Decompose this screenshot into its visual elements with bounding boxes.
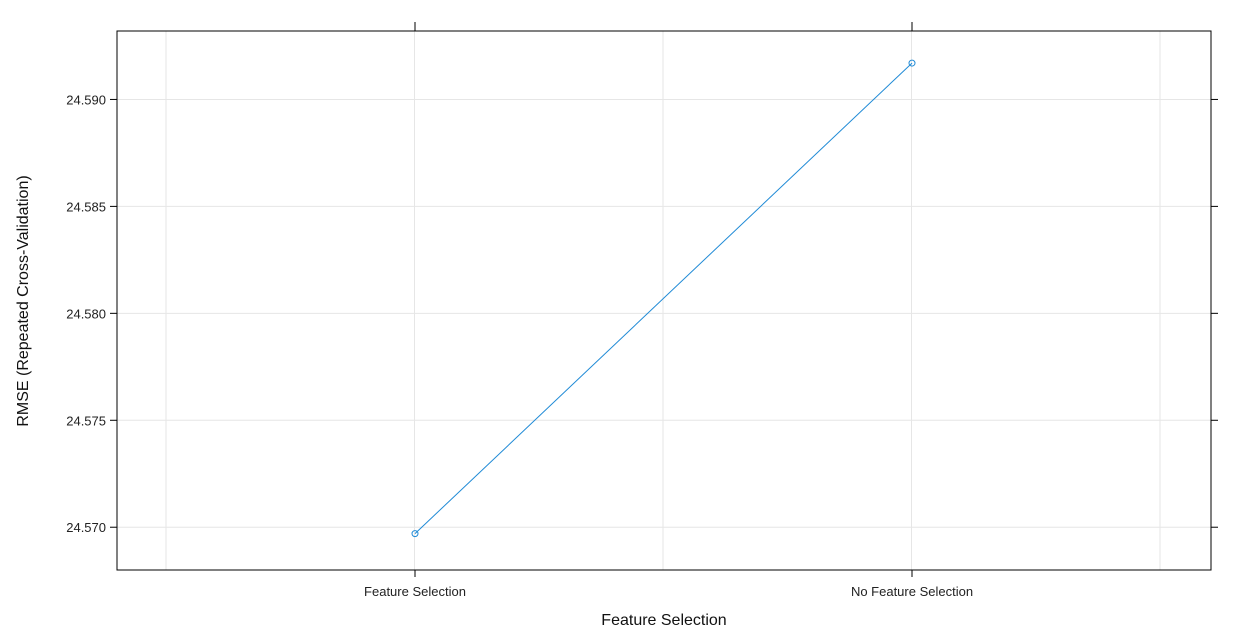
x-axis-title: Feature Selection — [601, 612, 726, 629]
data-point — [908, 59, 916, 67]
x-tick-label: No Feature Selection — [851, 584, 973, 599]
y-axis-ticks: 24.570 24.575 24.580 24.585 24.590 — [66, 92, 1218, 535]
y-tick-label: 24.580 — [66, 306, 106, 321]
y-tick-label: 24.585 — [66, 199, 106, 214]
data-point — [411, 530, 419, 538]
x-tick-label: Feature Selection — [364, 584, 466, 599]
y-tick-label: 24.590 — [66, 92, 106, 107]
y-tick-label: 24.575 — [66, 413, 106, 428]
vertical-gridlines — [165, 31, 1161, 570]
horizontal-gridlines — [117, 98, 1211, 528]
plot-frame — [116, 30, 1212, 571]
series-line-group — [411, 59, 916, 538]
series-line — [414, 62, 913, 535]
y-tick-label: 24.570 — [66, 520, 106, 535]
x-axis-ticks: Feature Selection No Feature Selection — [364, 22, 973, 599]
y-axis-title: RMSE (Repeated Cross-Validation) — [15, 175, 32, 426]
